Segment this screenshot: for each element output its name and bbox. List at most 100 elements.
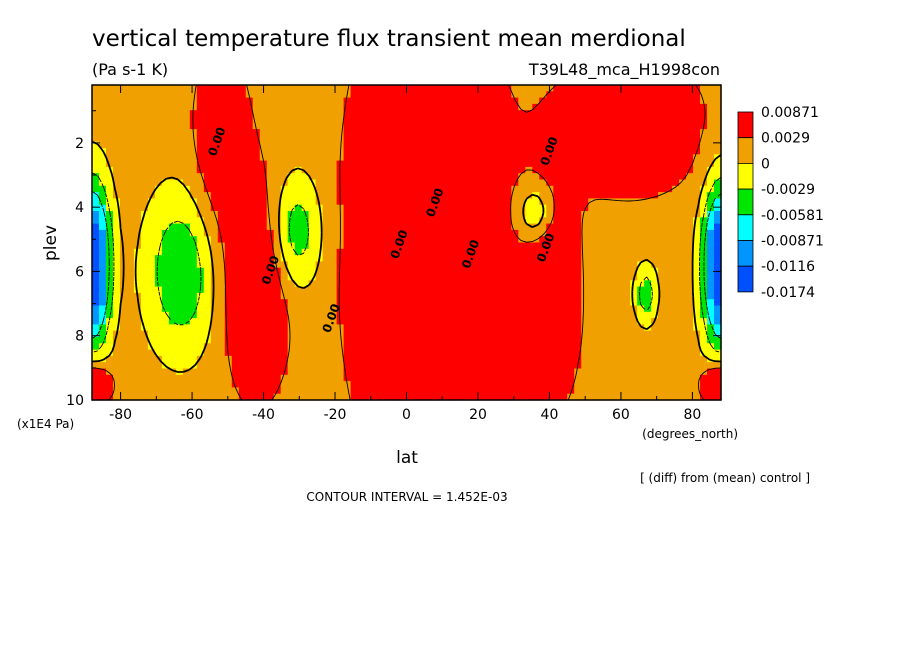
heatmap-cell (693, 292, 701, 300)
heatmap-cell (126, 248, 135, 256)
heatmap-cell (518, 192, 526, 199)
heatmap-cell (693, 192, 701, 199)
heatmap-cell (693, 248, 701, 256)
heatmap-cell (224, 116, 233, 124)
heatmap-cell (469, 236, 477, 244)
heatmap-cell (399, 211, 408, 218)
heatmap-cell (112, 185, 121, 193)
heatmap-cell (217, 122, 226, 130)
heatmap-cell (490, 255, 498, 262)
heatmap-cell (574, 211, 582, 218)
heatmap-cell (546, 179, 554, 187)
heatmap-cell (343, 286, 352, 294)
heatmap-cell (294, 204, 303, 212)
heatmap-cell (266, 129, 275, 136)
heatmap-cell (308, 274, 317, 281)
heatmap-cell (518, 97, 526, 105)
heatmap-cell (371, 160, 380, 168)
heatmap-cell (280, 280, 289, 288)
heatmap-cell (497, 160, 505, 168)
heatmap-cell (567, 141, 575, 149)
heatmap-cell (322, 103, 331, 111)
heatmap-cell (504, 299, 512, 307)
heatmap-cell (280, 211, 289, 218)
heatmap-cell (574, 223, 582, 231)
heatmap-cell (476, 217, 484, 225)
heatmap-cell (140, 110, 149, 118)
heatmap-cell (714, 355, 722, 363)
heatmap-cell (511, 330, 519, 338)
heatmap-cell (700, 343, 708, 351)
heatmap-cell (413, 85, 422, 92)
heatmap-cell (707, 305, 715, 313)
heatmap-cell (224, 305, 233, 313)
heatmap-cell (280, 305, 289, 313)
heatmap-cell (609, 362, 617, 370)
heatmap-cell (588, 318, 596, 325)
heatmap-cell (406, 324, 415, 332)
heatmap-cell (105, 91, 114, 99)
heatmap-cell (245, 91, 254, 99)
heatmap-cell (385, 91, 394, 99)
heatmap-cell (469, 374, 477, 382)
heatmap-cell (553, 103, 561, 111)
heatmap-cell (504, 129, 512, 136)
heatmap-cell (504, 255, 512, 262)
heatmap-cell (665, 242, 673, 250)
heatmap-cell (385, 141, 394, 149)
heatmap-cell (224, 311, 233, 319)
heatmap-cell (413, 116, 422, 124)
heatmap-cell (378, 135, 387, 143)
heatmap-cell (98, 305, 107, 313)
heatmap-cell (406, 362, 415, 370)
heatmap-cell (469, 91, 477, 99)
heatmap-cell (490, 349, 498, 357)
heatmap-cell (308, 223, 317, 231)
heatmap-cell (315, 154, 324, 162)
heatmap-cell (609, 393, 617, 401)
heatmap-cell (595, 274, 603, 281)
heatmap-cell (329, 166, 338, 174)
heatmap-cell (238, 261, 247, 269)
heatmap-cell (322, 299, 331, 307)
heatmap-cell (420, 280, 429, 288)
heatmap-cell (175, 122, 184, 130)
heatmap-cell (224, 318, 233, 325)
heatmap-cell (147, 305, 156, 313)
heatmap-cell (406, 280, 415, 288)
heatmap-cell (217, 274, 226, 281)
heatmap-cell (567, 192, 575, 199)
heatmap-cell (231, 122, 240, 130)
heatmap-cell (511, 349, 519, 357)
heatmap-cell (504, 185, 512, 193)
heatmap-cell (217, 116, 226, 124)
heatmap-cell (574, 381, 582, 388)
heatmap-cell (294, 374, 303, 382)
heatmap-cell (119, 192, 128, 199)
heatmap-cell (504, 166, 512, 174)
heatmap-cell (175, 393, 184, 401)
heatmap-cell (448, 110, 457, 118)
heatmap-cell (385, 330, 394, 338)
heatmap-cell (609, 173, 617, 181)
heatmap-cell (553, 393, 561, 401)
heatmap-cell (427, 362, 436, 370)
heatmap-cell (140, 154, 149, 162)
heatmap-cell (581, 261, 589, 269)
heatmap-cell (133, 122, 142, 130)
heatmap-cell (455, 280, 464, 288)
heatmap-cell (259, 305, 268, 313)
heatmap-cell (469, 255, 477, 262)
heatmap-cell (490, 248, 498, 256)
heatmap-cell (469, 122, 477, 130)
heatmap-cell (455, 305, 464, 313)
heatmap-cell (133, 198, 142, 206)
heatmap-cell (92, 160, 100, 168)
heatmap-cell (448, 148, 457, 155)
heatmap-cell (175, 343, 184, 351)
heatmap-cell (112, 343, 121, 351)
heatmap-cell (399, 318, 408, 325)
heatmap-cell (371, 154, 380, 162)
heatmap-cell (637, 368, 645, 376)
heatmap-cell (357, 286, 366, 294)
